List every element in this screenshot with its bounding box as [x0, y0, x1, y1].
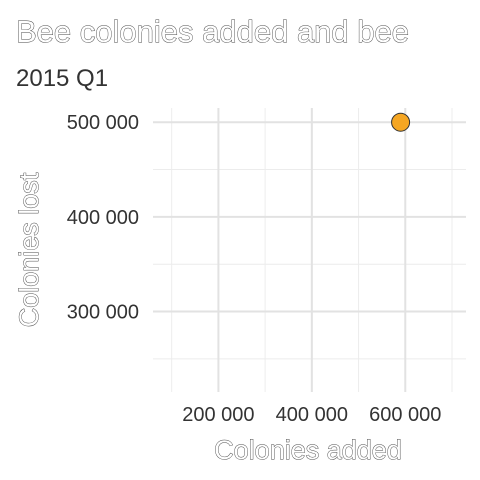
grid-major-lines	[153, 108, 466, 392]
y-tick-label: 500 000	[67, 112, 139, 134]
grid-minor-lines	[153, 108, 466, 392]
x-axis-tick-labels: 200 000 400 000 600 000	[182, 404, 441, 426]
x-tick-label: 600 000	[369, 404, 441, 426]
y-tick-label: 400 000	[67, 207, 139, 229]
chart-title: Bee colonies added and bee	[16, 14, 409, 49]
data-point	[391, 112, 411, 132]
x-axis-title: Colonies added	[214, 435, 402, 465]
chart-subtitle: 2015 Q1	[16, 65, 108, 92]
y-axis-title: Colonies lost	[14, 172, 44, 327]
data-points	[391, 112, 411, 132]
y-tick-label: 300 000	[67, 302, 139, 324]
y-axis-tick-labels: 300 000 400 000 500 000	[67, 112, 139, 323]
x-tick-label: 400 000	[276, 404, 348, 426]
x-tick-label: 200 000	[182, 404, 254, 426]
